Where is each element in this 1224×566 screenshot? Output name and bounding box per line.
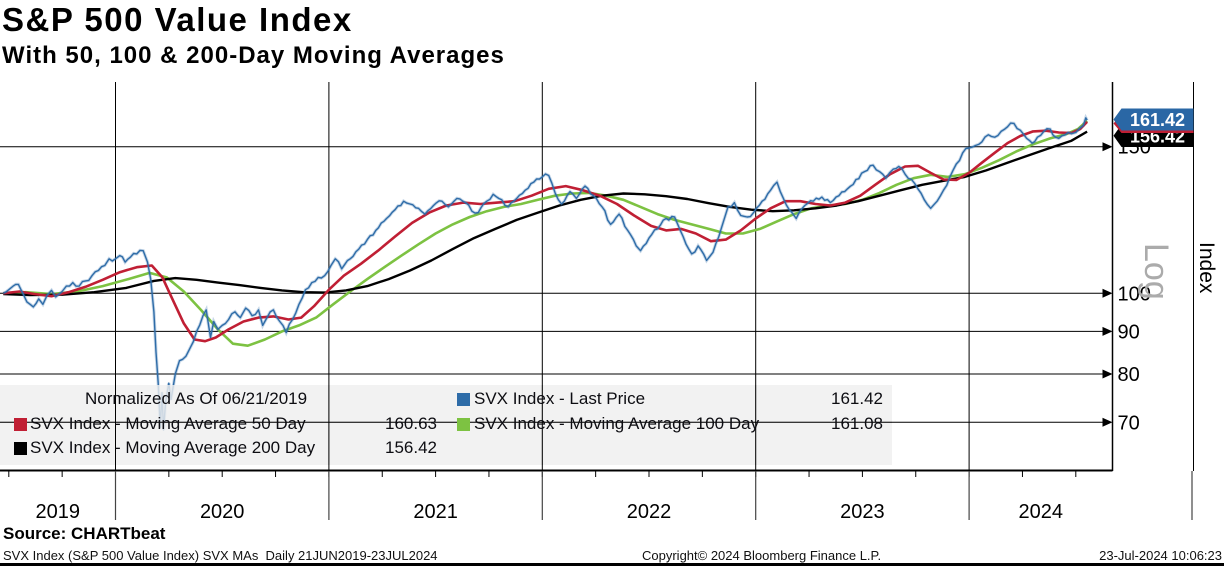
legend-value-ma50: 160.63 <box>385 414 437 433</box>
page-subtitle: With 50, 100 & 200-Day Moving Averages <box>2 42 505 69</box>
legend-label-ma200: SVX Index - Moving Average 200 Day <box>30 438 316 457</box>
legend-label-ma100: SVX Index - Moving Average 100 Day <box>474 414 760 433</box>
footer-timestamp: 23-Jul-2024 10:06:23 <box>1099 548 1222 563</box>
legend-swatch-ma100 <box>457 418 470 431</box>
x-year-label: 2023 <box>840 501 885 523</box>
y-tick-label: 100 <box>1118 283 1151 305</box>
axis-tick-arrow-icon <box>1102 417 1113 427</box>
x-year-label: 2022 <box>627 501 672 523</box>
legend-normalized-note: Normalized As Of 06/21/2019 <box>85 389 308 408</box>
bottom-rule <box>0 563 1224 566</box>
y-tick-label: 70 <box>1118 412 1140 434</box>
index-axis-label: Index <box>1195 242 1218 294</box>
legend-swatch-ma200 <box>14 442 27 455</box>
x-year-label: 2021 <box>413 501 458 523</box>
last-price-badge-value: 161.42 <box>1130 110 1185 130</box>
axis-tick-arrow-icon <box>1102 369 1113 379</box>
series-last-price <box>2 117 1088 431</box>
series-ma <box>3 119 1088 348</box>
legend-swatch-ma50 <box>14 418 27 431</box>
x-year-label: 2024 <box>1019 501 1064 523</box>
footer-copyright: Copyright© 2024 Bloomberg Finance L.P. <box>642 548 882 563</box>
x-year-label: 2020 <box>200 501 245 523</box>
legend-label-last-price: SVX Index - Last Price <box>474 389 646 408</box>
axis-tick-arrow-icon <box>1102 326 1113 336</box>
axis-tick-arrow-icon <box>1102 142 1113 152</box>
gridlines-over-legend <box>0 385 892 465</box>
series-lines <box>2 113 1089 431</box>
series-ma <box>3 130 1088 297</box>
page-title: S&P 500 Value Index <box>2 1 353 38</box>
legend-value-ma100: 161.08 <box>831 414 883 433</box>
last-price-badge <box>1113 108 1194 131</box>
legend-value-last-price: 161.42 <box>831 389 883 408</box>
y-tick-label: 80 <box>1118 364 1140 386</box>
legend-value-ma200: 156.42 <box>385 438 437 457</box>
legend-swatch-last-price <box>457 393 470 406</box>
price-line-halo <box>2 113 1089 431</box>
series-ma <box>3 120 1089 343</box>
source-line: Source: CHARTbeat <box>3 524 166 543</box>
axis-tick-arrow-icon <box>1102 288 1113 298</box>
legend-box <box>0 385 892 465</box>
legend-label-ma50: SVX Index - Moving Average 50 Day <box>30 414 306 433</box>
y-tick-label: 90 <box>1118 321 1140 343</box>
footer-ticker-info: SVX Index (S&P 500 Value Index) SVX MAs … <box>3 548 438 563</box>
log-scale-label: Log <box>1137 243 1175 300</box>
x-year-label: 2019 <box>36 501 81 523</box>
